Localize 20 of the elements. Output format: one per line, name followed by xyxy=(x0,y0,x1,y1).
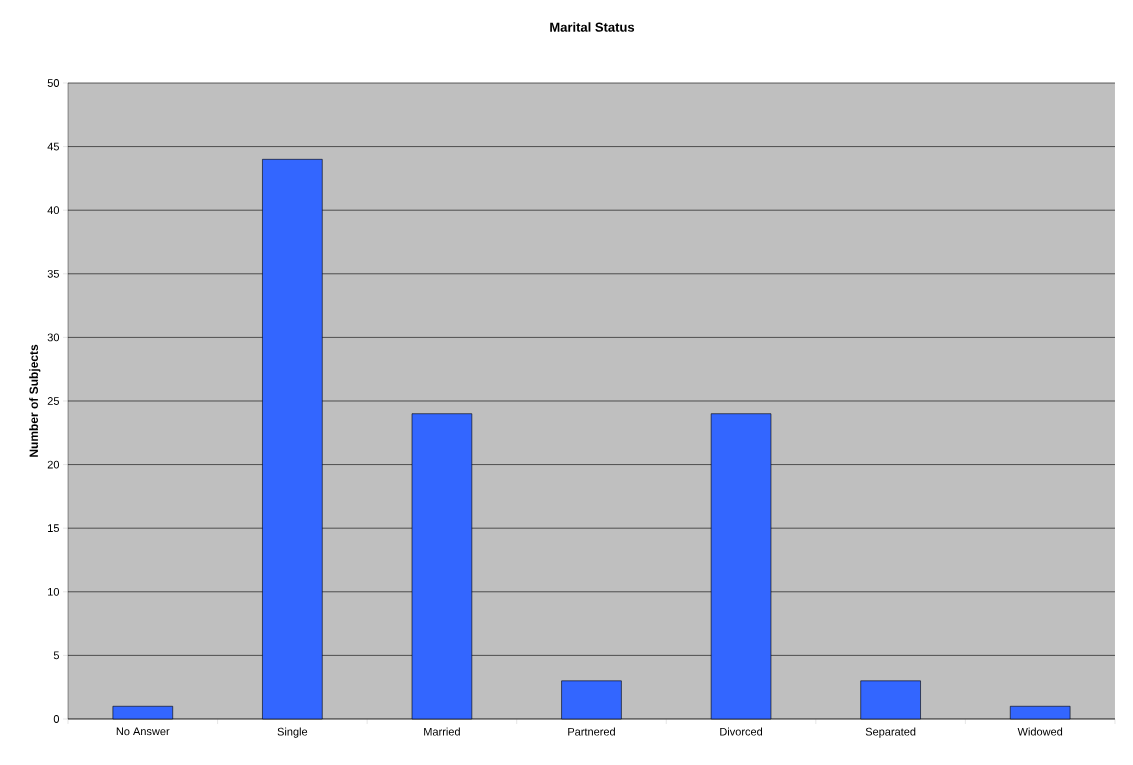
y-axis-title: Number of Subjects xyxy=(29,344,41,457)
y-tick-label: 10 xyxy=(48,587,60,596)
x-tick-label: No Answer xyxy=(116,727,170,736)
chart-title: Marital Status xyxy=(550,22,635,32)
y-tick-label: 45 xyxy=(47,142,59,151)
x-tick-label: Divorced xyxy=(720,727,763,736)
y-tick-label: 40 xyxy=(47,206,60,215)
x-tick-label: Widowed xyxy=(1017,727,1063,736)
y-tick-label: 20 xyxy=(47,460,60,469)
y-tick-label: 25 xyxy=(47,397,59,405)
y-tick-label: 30 xyxy=(47,333,60,342)
x-tick-label: Married xyxy=(424,727,460,736)
x-tick-label: Single xyxy=(277,727,308,738)
x-tick-label: Separated xyxy=(865,727,916,738)
x-tick-label: Partnered xyxy=(568,727,615,736)
y-tick-label: 50 xyxy=(47,79,60,87)
y-tick-label: 5 xyxy=(53,651,59,660)
y-tick-label: 0 xyxy=(53,715,60,723)
y-tick-label: 15 xyxy=(48,524,59,533)
y-tick-label: 35 xyxy=(47,269,59,278)
